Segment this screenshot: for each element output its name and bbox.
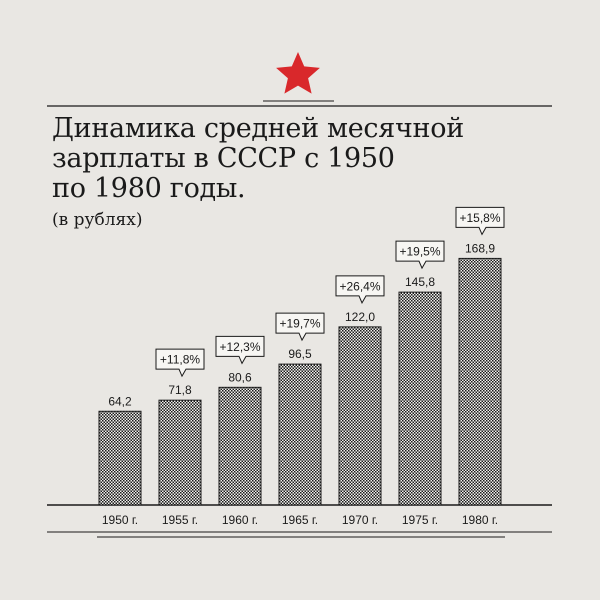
bar-4 <box>278 363 322 506</box>
growth-callout-4 <box>275 312 325 342</box>
x-tick-label-3: 1960 г. <box>222 513 258 527</box>
bar-7 <box>458 257 502 506</box>
growth-callout-6 <box>395 240 445 270</box>
bar-3 <box>218 386 262 506</box>
value-label-2: 71,8 <box>168 383 192 397</box>
title-line-1: Динамика средней месячной <box>52 113 464 144</box>
growth-callout-7 <box>455 206 505 236</box>
growth-callout-5 <box>335 275 385 304</box>
x-tick-label-4: 1965 г. <box>282 513 318 527</box>
growth-label-3: +12,3% <box>219 340 260 354</box>
value-label-3: 80,6 <box>228 370 252 384</box>
growth-callout-2 <box>155 348 205 378</box>
title-line-3: по 1980 годы. <box>52 173 246 204</box>
growth-label-5: +26,4% <box>339 279 380 293</box>
red-star-icon <box>276 52 320 94</box>
x-tick-label-1: 1950 г. <box>102 513 138 527</box>
value-label-4: 96,5 <box>288 347 312 361</box>
bar-5 <box>338 326 382 506</box>
x-tick-label-7: 1980 г. <box>462 513 498 527</box>
value-label-1: 64,2 <box>108 394 132 408</box>
growth-label-7: +15,8% <box>459 211 500 225</box>
value-label-6: 145,8 <box>405 275 435 289</box>
value-label-7: 168,9 <box>465 241 495 255</box>
growth-label-4: +19,7% <box>279 317 320 331</box>
x-tick-label-2: 1955 г. <box>162 513 198 527</box>
bar-2 <box>158 399 202 506</box>
value-label-5: 122,0 <box>345 310 375 324</box>
x-tick-label-6: 1975 г. <box>402 513 438 527</box>
page-title: Динамика средней месячной зарплаты в ССС… <box>52 114 552 204</box>
title-line-2: зарплаты в СССР с 1950 <box>52 143 395 174</box>
bar-6 <box>398 291 442 506</box>
growth-callout-3 <box>215 335 265 365</box>
x-tick-label-5: 1970 г. <box>342 513 378 527</box>
growth-label-6: +19,5% <box>399 245 440 259</box>
bar-1 <box>98 410 142 506</box>
bars-group: 64,2 1950 г. 71,8 1955 г. +11,8% 80,6 1960 г. +… <box>98 206 505 527</box>
growth-label-2: +11,8% <box>160 353 200 367</box>
subtitle: (в рублях) <box>52 210 143 230</box>
